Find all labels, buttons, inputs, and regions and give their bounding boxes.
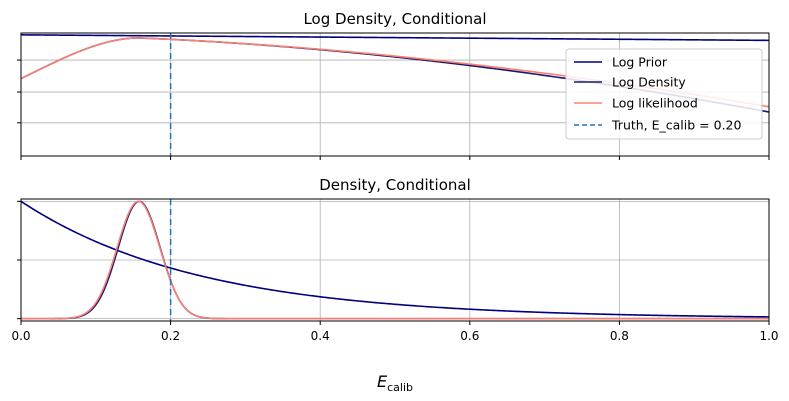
legend: Log Prior Log Density Log likelihood Tru… — [565, 48, 763, 140]
bottom-series — [20, 200, 770, 320]
top-ticks — [17, 59, 770, 160]
density-chart: Density, Conditional 0.0 0.2 0.4 0.6 0.8 1.0 — [11, 176, 778, 343]
x-tick-label: 0.2 — [161, 329, 180, 343]
x-tick-label: 0.4 — [311, 329, 330, 343]
density-title: Density, Conditional — [319, 176, 471, 194]
x-tick-label: 1.0 — [759, 329, 778, 343]
x-axis-label-sub: calib — [387, 381, 413, 394]
legend-label-log-prior: Log Prior — [612, 55, 668, 70]
log-density-chart: Log Density, Conditional Log Prior Log D… — [17, 10, 770, 160]
x-tick-label: 0.0 — [11, 329, 30, 343]
x-tick-label: 0.6 — [460, 329, 479, 343]
bottom-grid — [20, 199, 770, 321]
prior-line — [20, 200, 770, 318]
likelihood-line — [21, 200, 769, 320]
x-tick-label: 0.8 — [610, 329, 629, 343]
legend-label-truth: Truth, E_calib = 0.20 — [611, 118, 741, 133]
legend-label-log-likelihood: Log likelihood — [612, 96, 698, 111]
top-axes-frame — [20, 32, 770, 157]
bottom-ticks: 0.0 0.2 0.4 0.6 0.8 1.0 — [11, 200, 779, 343]
x-axis-label-main: E — [377, 372, 388, 391]
log-prior-line — [20, 34, 770, 42]
log-density-title: Log Density, Conditional — [303, 10, 486, 28]
legend-box — [565, 48, 763, 140]
x-axis-label: Ecalib — [377, 372, 413, 394]
legend-label-log-density: Log Density — [612, 75, 686, 90]
